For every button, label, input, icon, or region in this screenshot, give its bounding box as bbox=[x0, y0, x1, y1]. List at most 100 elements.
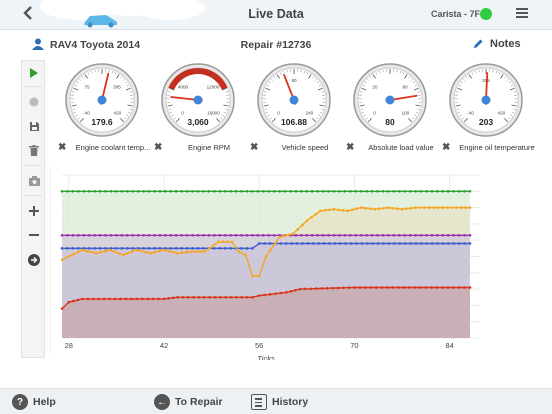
data-point bbox=[71, 247, 75, 250]
arrow-left-icon: ← bbox=[154, 394, 170, 410]
data-point bbox=[94, 251, 98, 255]
data-point bbox=[213, 190, 216, 193]
data-point bbox=[452, 242, 456, 245]
gauge-dial: -40 75 305 420 bbox=[65, 63, 139, 137]
data-point bbox=[257, 242, 261, 245]
device-name[interactable]: Carista - 7F bbox=[430, 9, 480, 19]
data-point bbox=[343, 234, 347, 237]
data-point bbox=[125, 234, 129, 237]
data-point bbox=[131, 247, 135, 250]
gauge-hub bbox=[193, 95, 203, 105]
remove-gauge-icon[interactable]: ✖ bbox=[58, 142, 67, 153]
history-button[interactable]: History bbox=[251, 393, 308, 411]
data-point bbox=[403, 190, 407, 193]
back-button[interactable] bbox=[18, 6, 38, 24]
record-icon bbox=[29, 97, 39, 107]
data-point bbox=[98, 190, 102, 193]
data-point bbox=[408, 234, 412, 237]
data-point bbox=[245, 295, 249, 299]
gauge-tick-label: 240 bbox=[306, 111, 314, 116]
data-point bbox=[435, 286, 439, 289]
zoom-in-button[interactable] bbox=[25, 202, 43, 220]
gauge-dial: 0 4000 12000 16000 bbox=[161, 63, 235, 137]
remove-gauge-icon[interactable]: ✖ bbox=[154, 142, 163, 153]
data-point bbox=[344, 242, 347, 245]
data-point bbox=[218, 234, 222, 237]
data-point bbox=[153, 247, 156, 250]
data-point bbox=[397, 234, 401, 237]
series-line-4 bbox=[61, 206, 470, 277]
data-point bbox=[316, 190, 319, 193]
record-button[interactable] bbox=[25, 93, 43, 111]
play-button[interactable] bbox=[25, 64, 43, 82]
data-point bbox=[419, 190, 423, 193]
data-point bbox=[436, 190, 439, 193]
remove-gauge-icon[interactable]: ✖ bbox=[250, 142, 259, 153]
save-button[interactable] bbox=[25, 117, 43, 135]
data-point bbox=[279, 242, 283, 245]
top-bar: Live Data Carista - 7F bbox=[0, 0, 552, 30]
data-point bbox=[381, 190, 385, 193]
data-point bbox=[87, 247, 91, 250]
data-point bbox=[455, 206, 458, 209]
screenshot-button[interactable] bbox=[25, 172, 43, 190]
connection-status-icon bbox=[480, 8, 492, 20]
zoom-out-button[interactable] bbox=[25, 226, 43, 244]
data-point bbox=[332, 207, 336, 211]
x-axis-label: Ticks bbox=[257, 354, 275, 360]
notes-button[interactable]: Notes bbox=[490, 38, 521, 50]
forward-button[interactable] bbox=[25, 251, 43, 269]
data-point bbox=[342, 286, 345, 290]
gauge-tick-label: 0 bbox=[277, 111, 280, 116]
data-point bbox=[140, 249, 143, 253]
data-point bbox=[219, 295, 222, 299]
remove-gauge-icon[interactable]: ✖ bbox=[346, 142, 355, 153]
live-data-chart[interactable]: 28 42 56 70 84 Ticks bbox=[50, 165, 490, 360]
data-point bbox=[218, 190, 222, 193]
data-point bbox=[131, 190, 135, 193]
to-repair-button[interactable]: ← To Repair bbox=[154, 393, 223, 411]
data-point bbox=[294, 190, 298, 193]
data-point bbox=[468, 206, 472, 209]
gauge-label-row: ✖ Absolute load value bbox=[346, 142, 442, 156]
data-point bbox=[109, 234, 113, 237]
data-point bbox=[430, 234, 434, 237]
delete-button[interactable] bbox=[25, 141, 43, 159]
data-point bbox=[446, 286, 450, 289]
data-point bbox=[196, 247, 200, 250]
data-point bbox=[268, 293, 272, 296]
data-point bbox=[317, 242, 320, 245]
data-point bbox=[283, 190, 287, 193]
data-point bbox=[124, 297, 128, 301]
data-point bbox=[403, 234, 407, 237]
data-point bbox=[355, 207, 358, 210]
data-point bbox=[269, 248, 272, 252]
help-button[interactable]: ? Help bbox=[12, 393, 56, 411]
data-point bbox=[452, 286, 455, 289]
data-point bbox=[115, 190, 118, 193]
data-point bbox=[305, 234, 309, 237]
gauge-3: 0 80 240 106.88 ✖ Vehicle speed bbox=[248, 60, 343, 160]
data-point bbox=[112, 250, 116, 253]
data-point bbox=[207, 234, 211, 237]
data-point bbox=[147, 190, 151, 193]
data-point bbox=[186, 295, 190, 299]
data-point bbox=[376, 242, 380, 245]
sub-header: RAV4 Toyota 2014 Repair #12736 Notes bbox=[0, 31, 552, 57]
gauge-value: 80 bbox=[385, 117, 395, 127]
data-point bbox=[104, 247, 107, 250]
hamburger-menu-icon[interactable] bbox=[516, 8, 528, 20]
data-point bbox=[322, 242, 326, 245]
gauge-hub bbox=[289, 95, 299, 105]
data-point bbox=[197, 295, 201, 299]
data-point bbox=[77, 190, 80, 193]
data-point bbox=[409, 242, 412, 245]
data-point bbox=[386, 286, 389, 289]
pencil-icon[interactable] bbox=[472, 38, 484, 50]
remove-gauge-icon[interactable]: ✖ bbox=[442, 142, 451, 153]
data-point bbox=[468, 190, 472, 193]
gauge-label-row: ✖ Engine RPM bbox=[154, 142, 250, 156]
data-point bbox=[125, 190, 129, 193]
data-point bbox=[169, 234, 173, 237]
data-point bbox=[251, 295, 254, 299]
